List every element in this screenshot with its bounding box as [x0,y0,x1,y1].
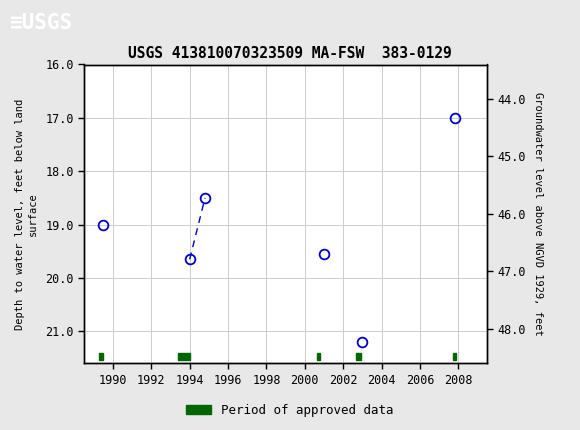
Text: USGS 413810070323509 MA-FSW  383-0129: USGS 413810070323509 MA-FSW 383-0129 [128,46,452,61]
Y-axis label: Groundwater level above NGVD 1929, feet: Groundwater level above NGVD 1929, feet [533,92,543,336]
Bar [452,353,456,359]
Bar [99,353,103,359]
Bar [317,353,320,359]
Bar [177,353,190,359]
Y-axis label: Depth to water level, feet below land
surface: Depth to water level, feet below land su… [15,98,38,329]
Text: ≡USGS: ≡USGS [9,12,72,33]
Bar [356,353,361,359]
Legend: Period of approved data: Period of approved data [181,399,399,421]
